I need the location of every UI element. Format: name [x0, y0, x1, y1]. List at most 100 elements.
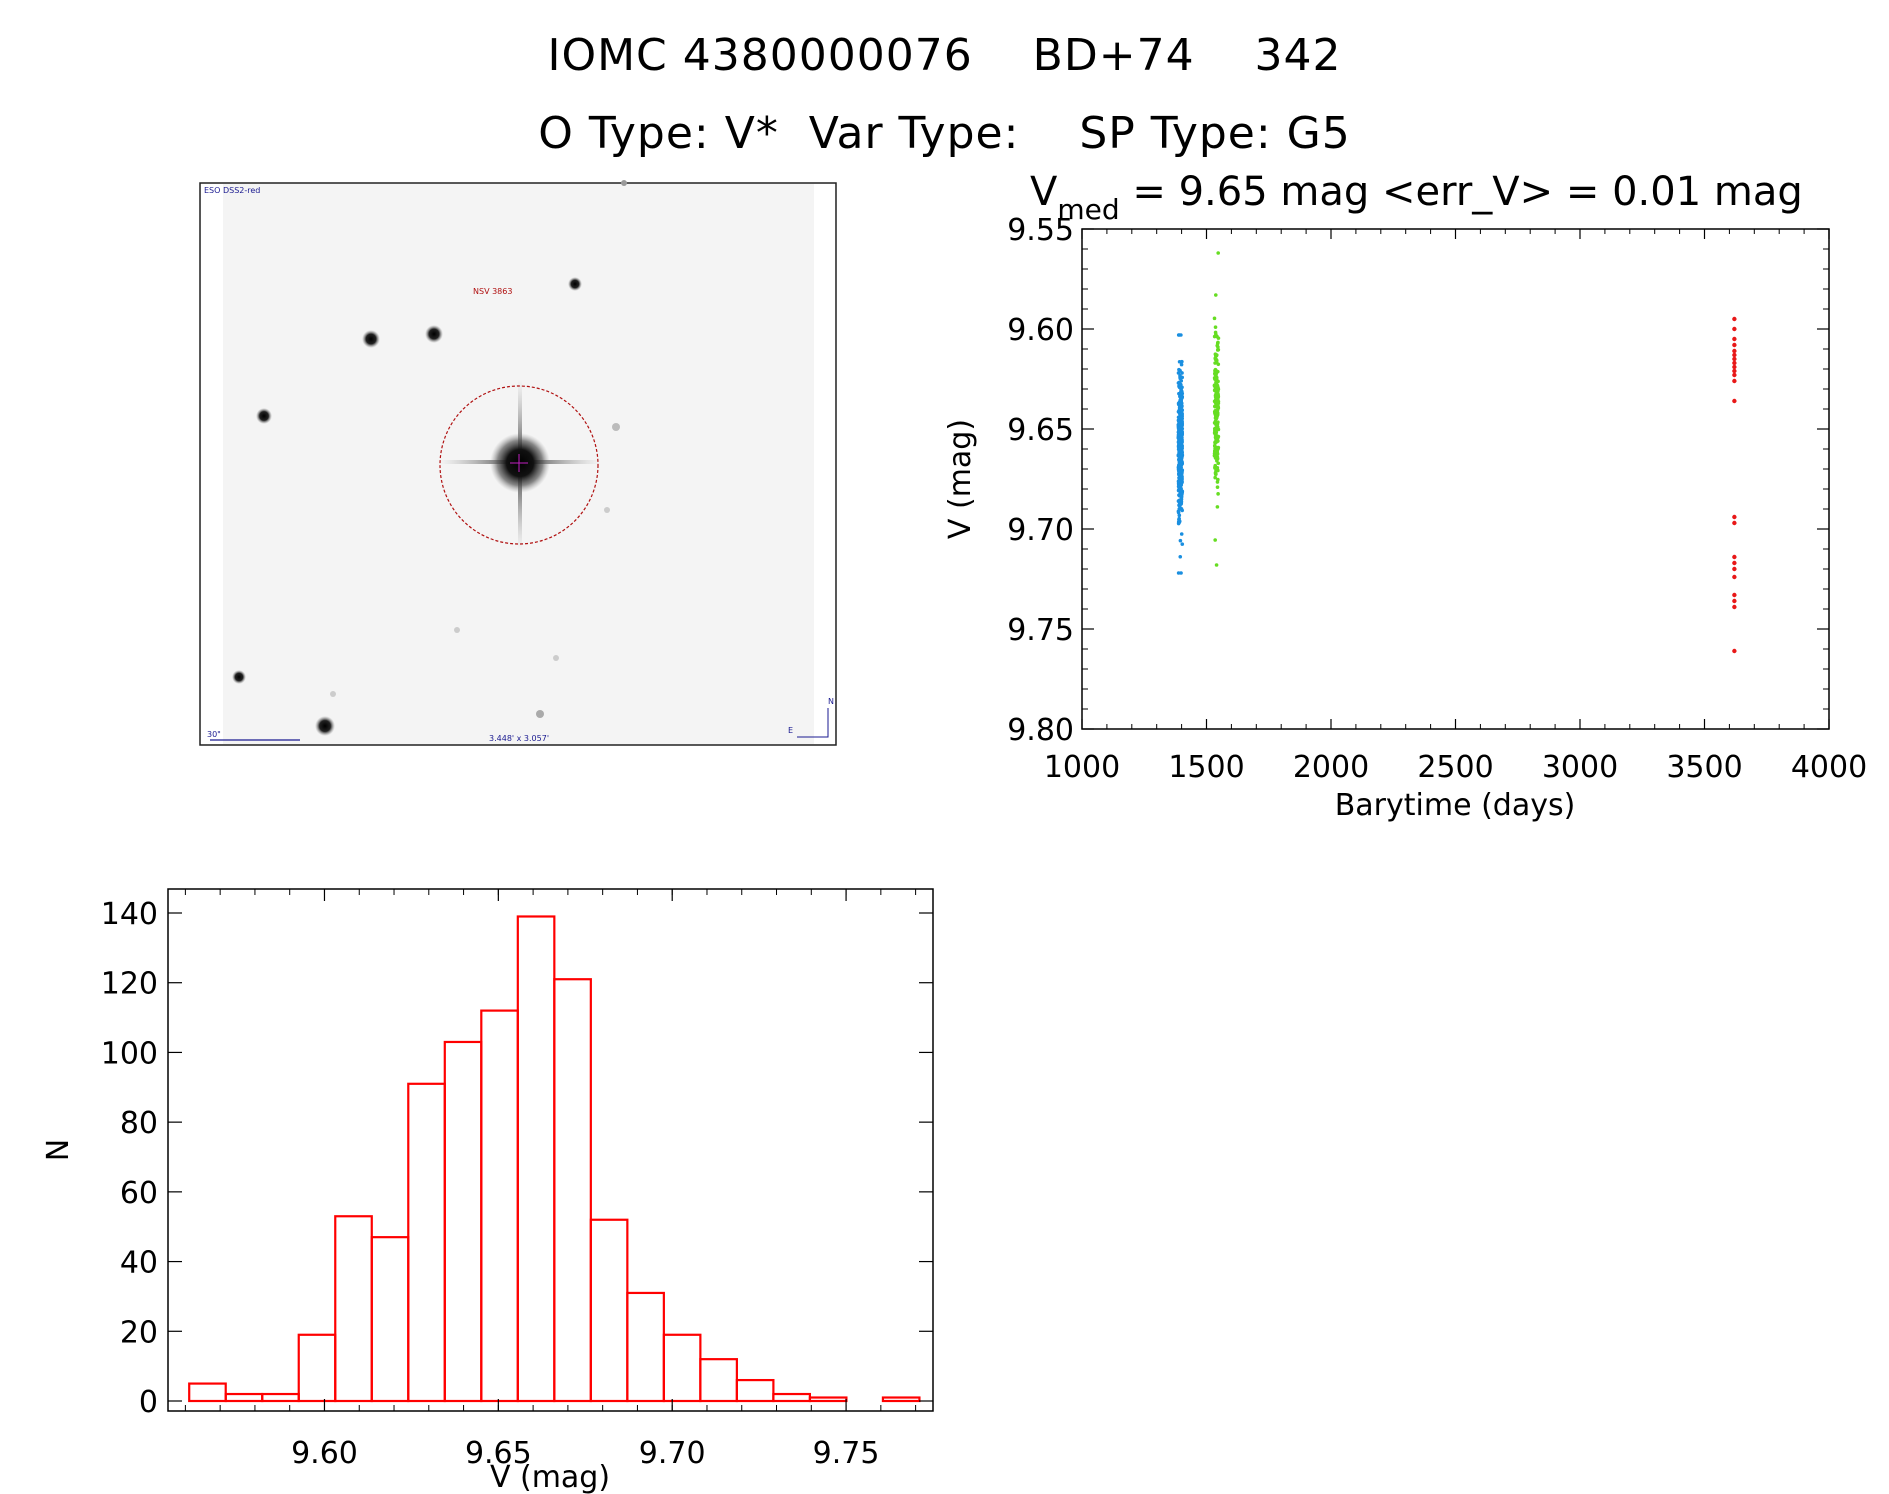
data-point: [1214, 332, 1218, 337]
data-point: [1213, 432, 1218, 437]
y-tick-label: 9.80: [1007, 713, 1074, 748]
data-point: [1179, 362, 1184, 367]
scale-bar-label: 30": [207, 730, 221, 739]
data-point: [1178, 487, 1183, 492]
finder-chart-frame: [199, 182, 837, 746]
x-tick-label: 4000: [1791, 750, 1867, 785]
data-point: [1732, 342, 1737, 348]
data-point: [1177, 513, 1182, 518]
y-tick-label: 100: [101, 1036, 158, 1071]
data-point: [1732, 356, 1737, 362]
data-point: [1177, 333, 1182, 337]
title-subscript: med: [1057, 193, 1119, 226]
field-star: [553, 655, 559, 661]
histogram-xlabel: V (mag): [490, 1460, 610, 1494]
data-point: [1732, 598, 1737, 604]
histogram-bar: [553, 978, 592, 1403]
data-point: [1179, 407, 1183, 412]
histogram-bar: [881, 1396, 921, 1403]
data-point: [1178, 505, 1182, 510]
data-point: [1213, 538, 1217, 542]
field-size-label: 3.448' x 3.057': [489, 734, 549, 743]
y-tick-label: 60: [120, 1176, 158, 1211]
data-point: [1732, 316, 1737, 322]
title-rest: = 9.65 mag <err_V> = 0.01 mag: [1120, 169, 1803, 215]
data-point: [1216, 336, 1221, 340]
data-point: [1215, 451, 1220, 455]
data-point: [1214, 400, 1219, 405]
histogram-bar: [808, 1396, 848, 1403]
data-point: [1214, 563, 1219, 567]
data-point: [1176, 402, 1181, 407]
data-point: [1216, 251, 1220, 255]
field-star: [454, 627, 460, 633]
histogram-bar: [589, 1218, 629, 1403]
data-point: [1215, 425, 1220, 430]
data-point: [1215, 439, 1220, 443]
data-point: [1180, 371, 1184, 375]
field-star: [232, 670, 246, 684]
header-title-line1: IOMC 4380000076 BD+74 342: [547, 30, 1342, 81]
data-point: [1177, 359, 1182, 364]
data-point: [1180, 412, 1184, 416]
data-point: [1732, 360, 1737, 366]
light-curve-ylabel: V (mag): [943, 419, 978, 539]
data-point: [1176, 510, 1181, 515]
data-point: [1214, 376, 1219, 380]
x-tick-label: 1000: [1044, 750, 1120, 785]
field-star: [256, 408, 272, 424]
histogram-bar: [699, 1358, 738, 1403]
data-point: [1176, 381, 1181, 385]
survey-label: ESO DSS2-red: [204, 186, 260, 195]
histogram-bar: [370, 1236, 410, 1403]
light-curve-chart: Vmed = 9.65 mag <err_V> = 0.01 mag 1000 1…: [943, 169, 1867, 823]
data-point: [1216, 340, 1220, 345]
data-point: [1176, 426, 1181, 431]
histogram-bar: [188, 1382, 227, 1403]
data-point: [1177, 420, 1182, 424]
data-point: [1177, 469, 1181, 474]
histogram-bar: [662, 1333, 702, 1403]
histogram-bar: [480, 1009, 519, 1403]
data-point: [1213, 325, 1218, 329]
y-tick-label: 9.60: [1007, 313, 1074, 348]
data-point: [1179, 453, 1183, 458]
data-point: [1178, 538, 1183, 543]
data-point: [1212, 451, 1217, 456]
data-point: [1732, 368, 1737, 374]
data-point: [1216, 446, 1220, 451]
data-point: [1214, 383, 1219, 388]
data-point: [1176, 465, 1181, 470]
y-tick-label: 9.55: [1007, 213, 1074, 248]
data-point: [1732, 592, 1737, 598]
data-point: [1216, 369, 1220, 374]
object-label: NSV 3863: [473, 287, 512, 296]
y-tick-label: 20: [120, 1315, 158, 1350]
data-point: [1732, 604, 1737, 610]
data-point: [1177, 440, 1182, 444]
histogram-bar: [297, 1333, 337, 1403]
data-point: [1216, 347, 1221, 352]
data-point: [1216, 492, 1220, 496]
histogram-bar: [407, 1082, 446, 1403]
data-point: [1732, 554, 1737, 560]
data-point: [1180, 476, 1184, 481]
header-title-line2: O Type: V* Var Type: SP Type: G5: [538, 108, 1351, 159]
data-point: [1179, 435, 1184, 439]
histogram-frame: [167, 888, 934, 1412]
data-point: [1213, 429, 1218, 434]
title-v: V: [1030, 169, 1058, 215]
data-point: [1215, 408, 1219, 413]
histogram-ylabel: N: [41, 1139, 76, 1161]
data-point: [1732, 566, 1737, 572]
data-point: [1732, 372, 1737, 378]
finder-right-margin: [814, 184, 835, 744]
field-star: [362, 330, 380, 348]
data-point: [1178, 554, 1183, 559]
compass-east-label: E: [788, 726, 793, 735]
y-tick-label: 0: [139, 1385, 158, 1420]
data-point: [1213, 444, 1217, 449]
x-tick-label: 2000: [1293, 750, 1369, 785]
light-curve-frame: [1081, 228, 1830, 730]
